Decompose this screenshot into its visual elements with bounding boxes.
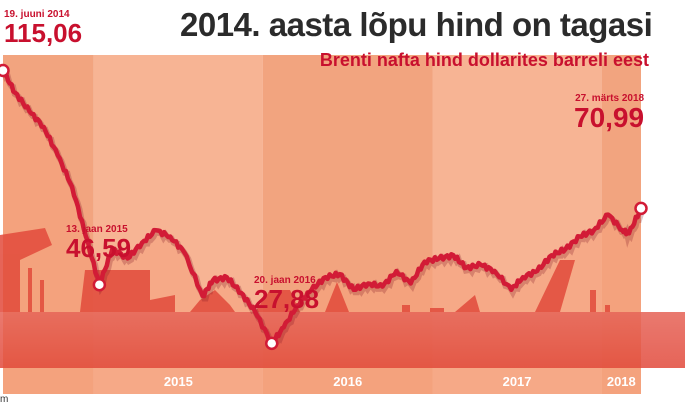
data-point-marker (0, 63, 10, 78)
annotation-date: 20. jaan 2016 (254, 275, 316, 286)
data-point-marker (264, 336, 279, 351)
annotation-start: 19. juuni 2014 115,06 (4, 9, 82, 46)
data-point-marker (634, 201, 648, 216)
source-note: m (0, 394, 9, 405)
annotation-markers (0, 63, 648, 351)
annotation-low-2016: 20. jaan 2016 27,88 (254, 275, 319, 312)
annotation-value: 115,06 (4, 18, 83, 48)
x-tick-label: 2016 (333, 374, 362, 389)
x-tick-label: 2015 (164, 374, 193, 389)
price-line (0, 69, 644, 346)
page-title: 2014. aasta lõpu hind on tagasi (180, 6, 653, 43)
annotation-end: 27. märts 2018 70,99 (574, 93, 644, 132)
page-subtitle: Brenti nafta hind dollarites barreli ees… (319, 50, 649, 70)
x-tick-label: 2018 (607, 374, 636, 389)
annotation-value: 70,99 (574, 102, 645, 133)
annotation-value: 46,59 (66, 233, 132, 263)
data-point-marker (92, 278, 107, 292)
annotation-low-2015: 13. jaan 2015 46,59 (66, 224, 131, 261)
annotation-date: 19. juuni 2014 (4, 9, 70, 20)
x-axis-ticks: 2015 2016 2017 2018 (164, 374, 636, 389)
annotation-date: 27. märts 2018 (575, 93, 645, 104)
annotation-date: 13. jaan 2015 (66, 224, 128, 235)
x-tick-label: 2017 (503, 374, 532, 389)
annotation-value: 27,88 (254, 284, 320, 314)
